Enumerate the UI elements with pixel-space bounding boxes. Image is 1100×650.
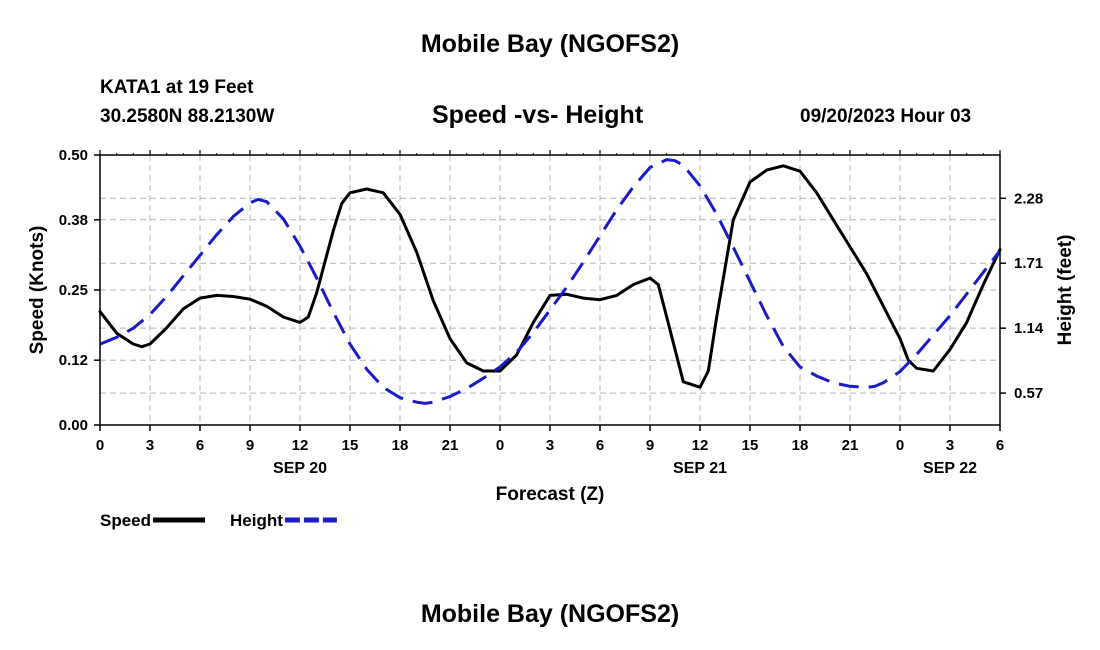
y-tick-label: 0.12: [59, 352, 88, 369]
series-height-line: [99, 158, 1002, 405]
x-tick-label: 21: [442, 437, 459, 454]
y2-tick-label: 2.28: [1014, 190, 1043, 207]
x-tick-label: 3: [146, 437, 154, 454]
x-tick-label: 6: [996, 437, 1004, 454]
y-tick-label: 0.50: [59, 147, 88, 164]
x-tick-label: 9: [246, 437, 254, 454]
y2-axis-label: Height (feet): [1055, 235, 1076, 346]
forecast-timestamp: 09/20/2023 Hour 03: [800, 106, 972, 127]
x-axis-label: Forecast (Z): [496, 484, 605, 505]
footer-title: Mobile Bay (NGOFS2): [420, 600, 680, 628]
date-label: SEP 21: [673, 460, 727, 477]
y-tick-label: 0.00: [59, 417, 88, 434]
y2-tick-label: 1.14: [1014, 320, 1044, 337]
x-tick-label: 0: [96, 437, 104, 454]
x-tick-label: 12: [292, 437, 309, 454]
page-title: Mobile Bay (NGOFS2): [420, 30, 680, 58]
series-layer: [98, 158, 1002, 405]
x-tick-label: 6: [596, 437, 604, 454]
station-label: KATA1 at 19 Feet: [100, 77, 254, 98]
x-tick-label: 0: [896, 437, 904, 454]
y2-tick-label: 1.71: [1014, 255, 1043, 272]
axes: 0 3 6 9 12 15 18 21 0 3 6 9 12 15 18 21 0 3 6 0.00 0.12 0.25 0…: [27, 147, 1076, 505]
x-tick-label: 21: [842, 437, 859, 454]
x-tick-label: 3: [946, 437, 954, 454]
x-tick-label: 6: [196, 437, 204, 454]
x-tick-label: 12: [692, 437, 709, 454]
x-tick-label: 3: [546, 437, 554, 454]
y-tick-label: 0.25: [59, 282, 88, 299]
date-label: SEP 20: [273, 460, 327, 477]
grid: [100, 155, 1000, 425]
legend-label-height: Height: [230, 511, 283, 530]
x-tick-label: 15: [342, 437, 359, 454]
date-label: SEP 22: [923, 460, 977, 477]
y-tick-label: 0.38: [59, 212, 88, 229]
x-tick-label: 15: [742, 437, 759, 454]
chart-subtitle: Speed -vs- Height: [432, 101, 644, 129]
series-speed-line: [98, 164, 1002, 389]
x-tick-label: 0: [496, 437, 504, 454]
y-axis-label: Speed (Knots): [27, 226, 48, 355]
y2-tick-label: 0.57: [1014, 385, 1043, 402]
station-coordinates: 30.2580N 88.2130W: [100, 106, 275, 127]
legend: Speed Height: [100, 511, 337, 530]
legend-label-speed: Speed: [100, 511, 151, 530]
x-tick-label: 18: [392, 437, 409, 454]
x-tick-label: 9: [646, 437, 654, 454]
x-tick-label: 18: [792, 437, 809, 454]
